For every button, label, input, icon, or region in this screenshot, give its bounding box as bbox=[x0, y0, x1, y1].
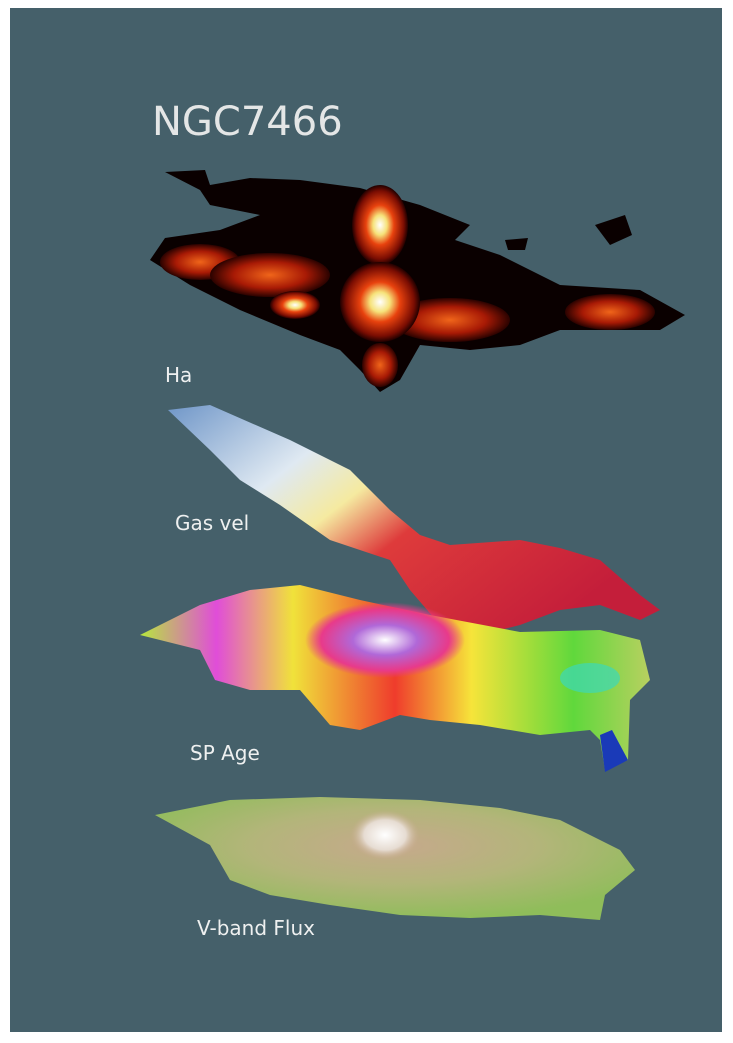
layer-label: Gas vel bbox=[175, 511, 249, 535]
layer-label: V-band Flux bbox=[197, 916, 315, 940]
sp-age-layer bbox=[140, 585, 650, 772]
v-band-flux-layer bbox=[155, 797, 635, 920]
ha-layer bbox=[150, 170, 685, 392]
layer-label: SP Age bbox=[190, 741, 260, 765]
layer-label: Ha bbox=[165, 363, 192, 387]
title: NGC7466 bbox=[152, 99, 343, 145]
gas-vel-layer bbox=[168, 405, 660, 635]
